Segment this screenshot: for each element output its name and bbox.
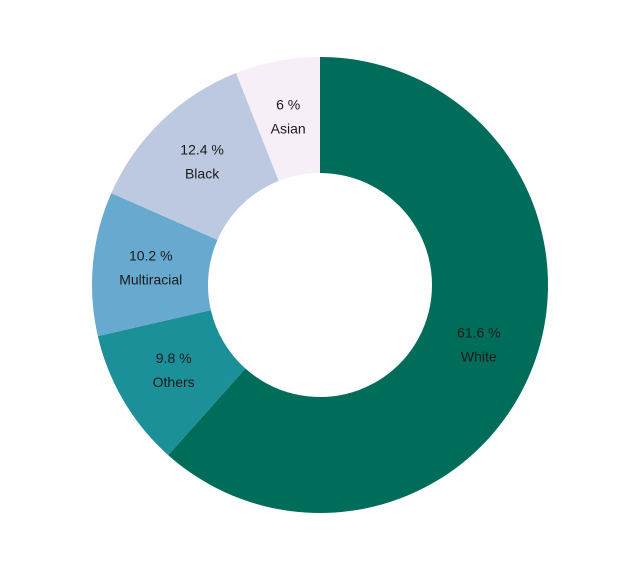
slice-category-label: Black — [185, 165, 220, 181]
slice-value-label: 61.6 % — [457, 324, 501, 340]
slice-category-label: Others — [153, 374, 195, 390]
donut-slice — [92, 193, 218, 337]
slice-value-label: 12.4 % — [180, 141, 224, 157]
slice-category-label: White — [461, 348, 497, 364]
donut-slice — [236, 57, 320, 181]
donut-slice — [111, 73, 279, 240]
slice-category-label: Asian — [271, 121, 306, 137]
slice-value-label: 10.2 % — [129, 248, 173, 264]
slice-value-label: 9.8 % — [156, 350, 192, 366]
slice-category-label: Multiracial — [119, 272, 182, 288]
slice-value-label: 6 % — [276, 97, 300, 113]
donut-slice — [168, 57, 548, 513]
donut-slice — [97, 310, 246, 456]
